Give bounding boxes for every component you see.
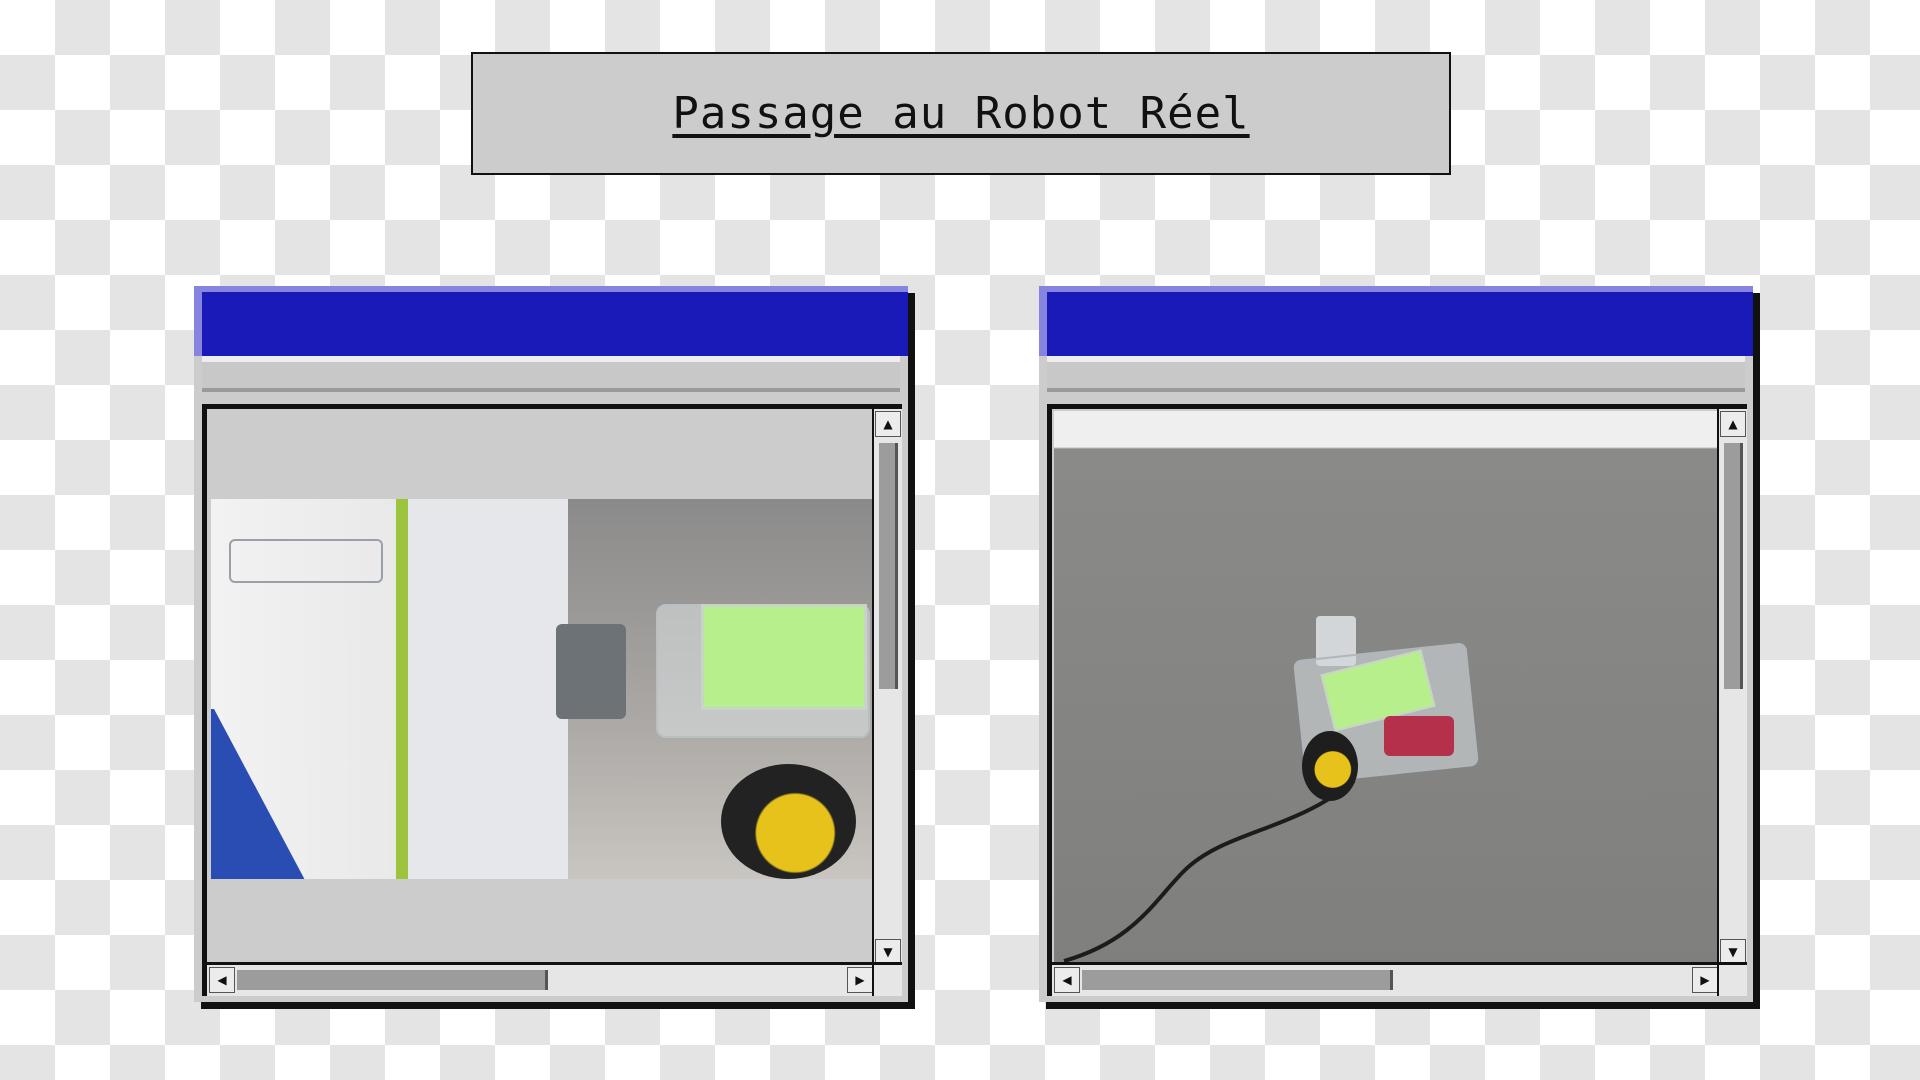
window-left-vertical-thumb[interactable] <box>879 443 898 689</box>
window-right-titlebar[interactable] <box>1039 286 1753 356</box>
robot-electronics <box>1384 716 1454 756</box>
window-right-resize-corner[interactable] <box>1717 962 1747 996</box>
arrow-up-icon[interactable]: ▲ <box>1720 411 1746 437</box>
window-right-content: ▲ ▼ ◀ ▶ <box>1047 404 1747 996</box>
robot-photo-floor <box>1054 411 1720 967</box>
robot-wheel <box>1302 731 1358 801</box>
window-left-horizontal-thumb[interactable] <box>237 970 548 990</box>
arrow-right-icon[interactable]: ▶ <box>1692 967 1718 993</box>
window-left-titlebar[interactable] <box>194 286 908 356</box>
window-right-horizontal-scrollbar[interactable]: ◀ ▶ <box>1052 962 1720 996</box>
page-title: Passage au Robot Réel <box>672 88 1250 139</box>
window-left-content: ▲ ▼ ◀ ▶ <box>202 404 902 996</box>
title-banner: Passage au Robot Réel <box>471 52 1451 175</box>
window-left-vertical-scrollbar[interactable]: ▲ ▼ <box>872 409 902 967</box>
box-label-frame <box>229 539 383 583</box>
window-left-viewport <box>207 409 875 967</box>
robot-photo-closeup <box>211 499 875 879</box>
robot-wheel <box>721 764 856 879</box>
window-left-menubar <box>202 356 900 392</box>
window-left-horizontal-scrollbar[interactable]: ◀ ▶ <box>207 962 875 996</box>
window-right-vertical-scrollbar[interactable]: ▲ ▼ <box>1717 409 1747 967</box>
arrow-right-icon[interactable]: ▶ <box>847 967 873 993</box>
arrow-left-icon[interactable]: ◀ <box>209 967 235 993</box>
window-right-menubar <box>1047 356 1745 392</box>
window-left-resize-corner[interactable] <box>872 962 902 996</box>
box-front-panel <box>396 499 568 879</box>
window-left: ▲ ▼ ◀ ▶ <box>194 286 908 1002</box>
robot-green-board <box>701 604 867 710</box>
window-right-viewport <box>1052 409 1720 967</box>
window-right-vertical-thumb[interactable] <box>1724 443 1743 689</box>
window-right-horizontal-thumb[interactable] <box>1082 970 1393 990</box>
robot-cable <box>1063 779 1356 963</box>
robot-camera-mount <box>556 624 626 719</box>
arrow-up-icon[interactable]: ▲ <box>875 411 901 437</box>
window-right: ▲ ▼ ◀ ▶ <box>1039 286 1753 1002</box>
arrow-left-icon[interactable]: ◀ <box>1054 967 1080 993</box>
